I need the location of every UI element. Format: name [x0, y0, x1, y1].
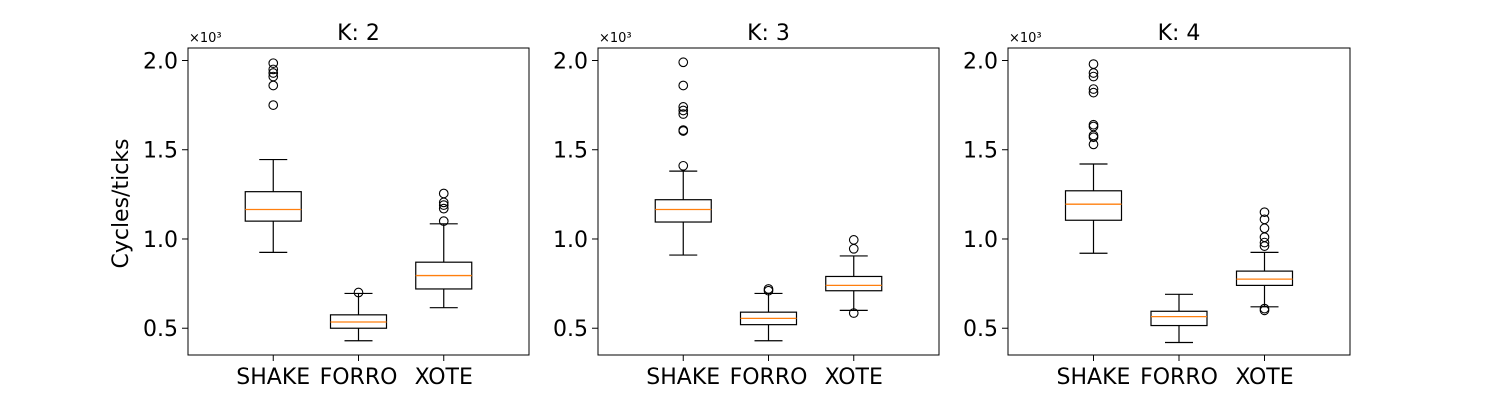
outlier-point	[678, 102, 689, 112]
outlier-point	[268, 58, 279, 69]
box-xote: XOTE	[1235, 207, 1294, 390]
outlier-point	[268, 80, 279, 91]
chart-panel-1: K: 2 ×10³ 0.5 1.0 1.5 2.0 Cycles/ticks SHAKE FOR…	[109, 21, 530, 390]
outlier-point	[1259, 237, 1270, 248]
outlier-point	[438, 203, 449, 214]
x-tick-label: SHAKE	[1057, 365, 1131, 390]
y-tick-label: 2.0	[963, 49, 998, 74]
outlier-point	[268, 71, 279, 82]
outlier-point	[678, 105, 689, 116]
outlier-point	[1088, 71, 1099, 82]
y-multiplier-label: ×10³	[1009, 31, 1042, 46]
y-tick-label: 0.5	[963, 317, 998, 342]
box-shake: SHAKE	[1057, 59, 1131, 390]
y-tick-label: 2.0	[553, 49, 588, 74]
outlier-point	[1088, 119, 1099, 130]
outlier-point	[678, 80, 689, 91]
box-iqr	[1235, 270, 1294, 286]
chart-title: K: 2	[337, 21, 380, 46]
box-forro: FORRO	[730, 284, 808, 390]
outlier-point	[848, 235, 859, 245]
x-tick-label: FORRO	[320, 365, 398, 390]
x-tick-label: XOTE	[825, 365, 883, 390]
outlier-point	[1259, 223, 1270, 234]
outlier-point	[438, 200, 449, 210]
outlier-point	[678, 57, 689, 68]
outlier-point	[848, 308, 859, 318]
outlier-point	[268, 100, 279, 110]
outlier-point	[1088, 59, 1099, 69]
x-tick-label: SHAKE	[236, 365, 310, 390]
y-axis-label: Cycles/ticks	[109, 138, 134, 268]
box-iqr	[825, 275, 883, 292]
outlier-point	[1259, 232, 1270, 243]
outlier-point	[1088, 84, 1099, 94]
box-iqr	[1064, 190, 1123, 221]
box-xote: XOTE	[415, 188, 473, 390]
outlier-point	[268, 64, 279, 75]
outlier-point	[763, 284, 774, 294]
x-tick-label: XOTE	[1235, 365, 1293, 390]
y-tick-label: 1.5	[143, 139, 178, 164]
outlier-point	[678, 125, 689, 135]
box-shake: SHAKE	[236, 58, 310, 390]
x-tick-label: SHAKE	[646, 365, 720, 390]
y-tick-label: 2.0	[143, 49, 178, 74]
x-tick-label: FORRO	[730, 365, 808, 390]
box-shake: SHAKE	[646, 57, 720, 390]
y-multiplier-label: ×10³	[599, 31, 632, 46]
chart-title: K: 3	[747, 21, 790, 46]
outlier-point	[438, 216, 449, 226]
x-tick-label: FORRO	[1140, 365, 1218, 390]
outlier-point	[848, 243, 859, 254]
y-tick-label: 0.5	[553, 317, 588, 342]
y-tick-label: 1.0	[553, 228, 588, 253]
outlier-point	[268, 68, 279, 78]
outlier-point	[1259, 214, 1270, 225]
box-iqr	[1150, 310, 1208, 327]
box-xote: XOTE	[825, 235, 883, 390]
outlier-point	[1259, 303, 1270, 314]
box-iqr	[244, 191, 302, 222]
y-tick-label: 1.5	[553, 139, 588, 164]
x-tick-label: XOTE	[415, 365, 473, 390]
y-tick-label: 0.5	[143, 317, 178, 342]
box-forro: FORRO	[1140, 293, 1218, 390]
outlier-point	[353, 287, 364, 298]
outlier-point	[678, 109, 689, 119]
box-iqr	[654, 199, 712, 223]
outlier-point	[1088, 87, 1099, 98]
y-tick-label: 1.0	[963, 228, 998, 253]
outlier-point	[678, 160, 689, 171]
y-multiplier-label: ×10³	[189, 31, 222, 46]
box-forro: FORRO	[320, 287, 398, 390]
outlier-point	[1259, 207, 1270, 218]
chart-panel-3: K: 4 ×10³ 0.5 1.0 1.5 2.0 SHAKE FORRO XOTE	[963, 21, 1351, 390]
y-tick-label: 1.0	[143, 228, 178, 253]
y-tick-label: 1.5	[963, 139, 998, 164]
chart-title: K: 4	[1158, 21, 1201, 46]
outlier-point	[438, 188, 449, 199]
chart-panel-2: K: 3 ×10³ 0.5 1.0 1.5 2.0 SHAKE FORRO XOTE	[553, 21, 940, 390]
